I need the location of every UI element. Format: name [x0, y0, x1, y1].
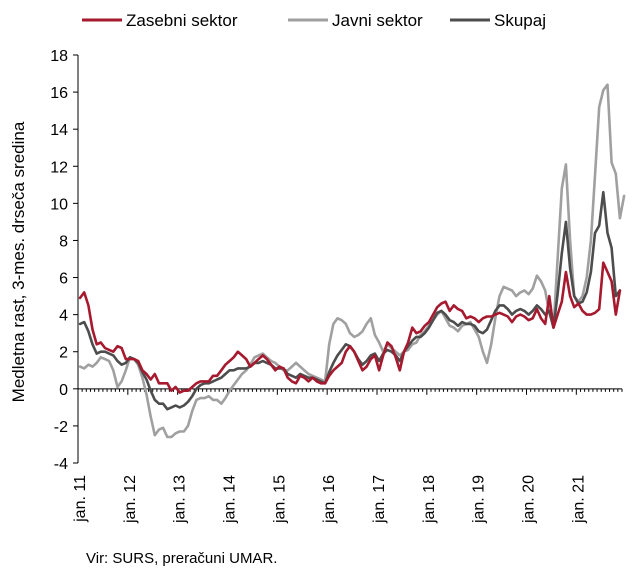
x-tick-label: jan. 16	[321, 475, 338, 524]
x-tick-label: jan. 19	[471, 475, 488, 524]
x-tick-label: jan. 15	[271, 475, 288, 524]
y-tick-label: 0	[59, 382, 68, 399]
series-line-skupaj	[78, 190, 622, 411]
series-group	[78, 83, 626, 439]
y-tick-label: 12	[50, 159, 68, 176]
x-tick-label: jan. 14	[222, 475, 239, 524]
y-tick-label: 6	[59, 271, 68, 288]
x-tick-label: jan. 18	[421, 475, 438, 524]
y-tick-label: 14	[50, 122, 68, 139]
series-line-zasebni	[78, 261, 622, 394]
x-axis: jan. 11 jan. 12 jan. 13 jan. 14 jan. 15 jan. …	[72, 388, 623, 524]
y-axis: -4 -2 0 2 4 6 8 10 12 14 16 18	[50, 48, 79, 473]
y-tick-label: 8	[59, 233, 68, 250]
x-tick-label: jan. 12	[122, 475, 139, 524]
legend-label: Skupaj	[494, 11, 546, 30]
y-tick-label: -4	[54, 456, 68, 473]
y-axis-title: Medletna rast, 3-mes. drseča sredina	[9, 121, 28, 402]
y-tick-label: -2	[54, 419, 68, 436]
x-tick-label: jan. 20	[521, 475, 538, 524]
y-tick-label: 2	[59, 345, 68, 362]
series-line-javni	[78, 83, 626, 439]
y-tick-label: 18	[50, 48, 68, 65]
x-tick-label: jan. 11	[72, 475, 89, 523]
legend-label: Zasebni sektor	[126, 11, 238, 30]
x-tick-label: jan. 21	[570, 475, 587, 524]
y-tick-label: 10	[50, 196, 68, 213]
y-tick-label: 16	[50, 85, 68, 102]
source-note: Vir: SURS, preračuni UMAR.	[86, 550, 278, 567]
legend: Zasebni sektor Javni sektor Skupaj	[82, 11, 546, 30]
legend-label: Javni sektor	[332, 11, 423, 30]
y-tick-label: 4	[59, 308, 68, 325]
x-tick-label: jan. 17	[371, 475, 388, 524]
x-tick-label: jan. 13	[172, 475, 189, 524]
